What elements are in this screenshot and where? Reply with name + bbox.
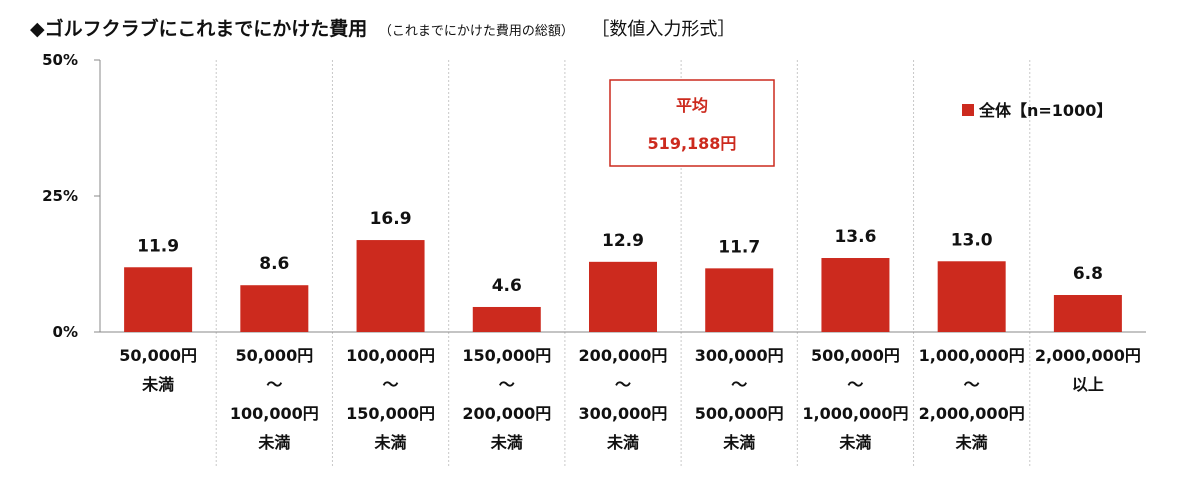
- bar: [124, 267, 193, 332]
- legend: 全体【n=1000】: [962, 101, 1112, 120]
- average-annotation: 平均 519,188円: [609, 79, 775, 167]
- y-tick-label: 50%: [42, 51, 78, 69]
- bar: [937, 261, 1006, 332]
- category-label: 100,000円: [346, 346, 435, 365]
- data-label: 6.8: [1073, 264, 1103, 284]
- category-label: ～: [731, 375, 747, 394]
- category-label: 未満: [722, 433, 755, 452]
- legend-label: 全体【n=1000】: [978, 101, 1112, 120]
- category-label: 未満: [374, 433, 407, 452]
- category-label: 未満: [838, 433, 871, 452]
- category-label: 未満: [257, 433, 290, 452]
- category-label: 1,000,000円: [919, 346, 1025, 365]
- title-main: ◆ゴルフクラブにこれまでにかけた費用: [30, 18, 368, 40]
- category-label: 未満: [490, 433, 523, 452]
- data-label: 12.9: [602, 231, 644, 251]
- category-label: 150,000円: [462, 346, 551, 365]
- data-label: 8.6: [259, 254, 289, 274]
- category-label: 150,000円: [346, 404, 435, 423]
- category-label: ～: [615, 375, 631, 394]
- category-label: 200,000円: [579, 346, 668, 365]
- data-labels: 11.9 8.6 16.9 4.6 12.9 11.7 13.6 13.0 6.8: [137, 209, 1103, 296]
- category-label: 100,000円: [230, 404, 319, 423]
- category-label: 2,000,000円: [919, 404, 1025, 423]
- title-format: ［数値入力形式］: [591, 19, 736, 40]
- y-tick-label: 0%: [53, 323, 78, 341]
- category-label: 50,000円: [119, 346, 197, 365]
- data-label: 13.6: [834, 227, 876, 247]
- average-value: 519,188円: [648, 134, 737, 153]
- average-box: [609, 79, 775, 167]
- data-label: 11.9: [137, 236, 179, 256]
- bars: [124, 240, 1122, 332]
- category-label: ～: [266, 375, 282, 394]
- category-label: 未満: [955, 433, 988, 452]
- data-label: 16.9: [370, 209, 412, 229]
- category-label: 50,000円: [235, 346, 313, 365]
- bar: [356, 240, 425, 332]
- bar: [240, 285, 309, 332]
- category-label: 500,000円: [695, 404, 784, 423]
- category-label: 以上: [1072, 375, 1104, 394]
- data-label: 13.0: [951, 230, 993, 250]
- average-label: 平均: [676, 96, 708, 115]
- category-label: 300,000円: [579, 404, 668, 423]
- category-label: 2,000,000円: [1035, 346, 1141, 365]
- category-label: 200,000円: [462, 404, 551, 423]
- title-sub: （これまでにかけた費用の総額）: [378, 24, 574, 39]
- category-label: ～: [847, 375, 863, 394]
- category-label: 未満: [606, 433, 639, 452]
- data-label: 11.7: [718, 237, 760, 257]
- bar: [1053, 295, 1122, 332]
- chart-title: ◆ゴルフクラブにこれまでにかけた費用 （これまでにかけた費用の総額） ［数値入力…: [30, 14, 735, 41]
- category-label: 500,000円: [811, 346, 900, 365]
- category-labels: 50,000円未満50,000円～100,000円未満100,000円～150,…: [119, 346, 1141, 452]
- category-label: 未満: [141, 375, 174, 394]
- legend-swatch: [962, 104, 974, 116]
- bar: [821, 258, 890, 332]
- category-label: ～: [383, 375, 399, 394]
- data-label: 4.6: [492, 276, 522, 296]
- category-label: ～: [499, 375, 515, 394]
- bar: [589, 261, 657, 332]
- category-label: 300,000円: [695, 346, 784, 365]
- category-label: 1,000,000円: [802, 404, 908, 423]
- bar: [705, 268, 774, 332]
- y-tick-label: 25%: [42, 187, 78, 205]
- bar: [472, 306, 541, 332]
- category-label: ～: [964, 375, 980, 394]
